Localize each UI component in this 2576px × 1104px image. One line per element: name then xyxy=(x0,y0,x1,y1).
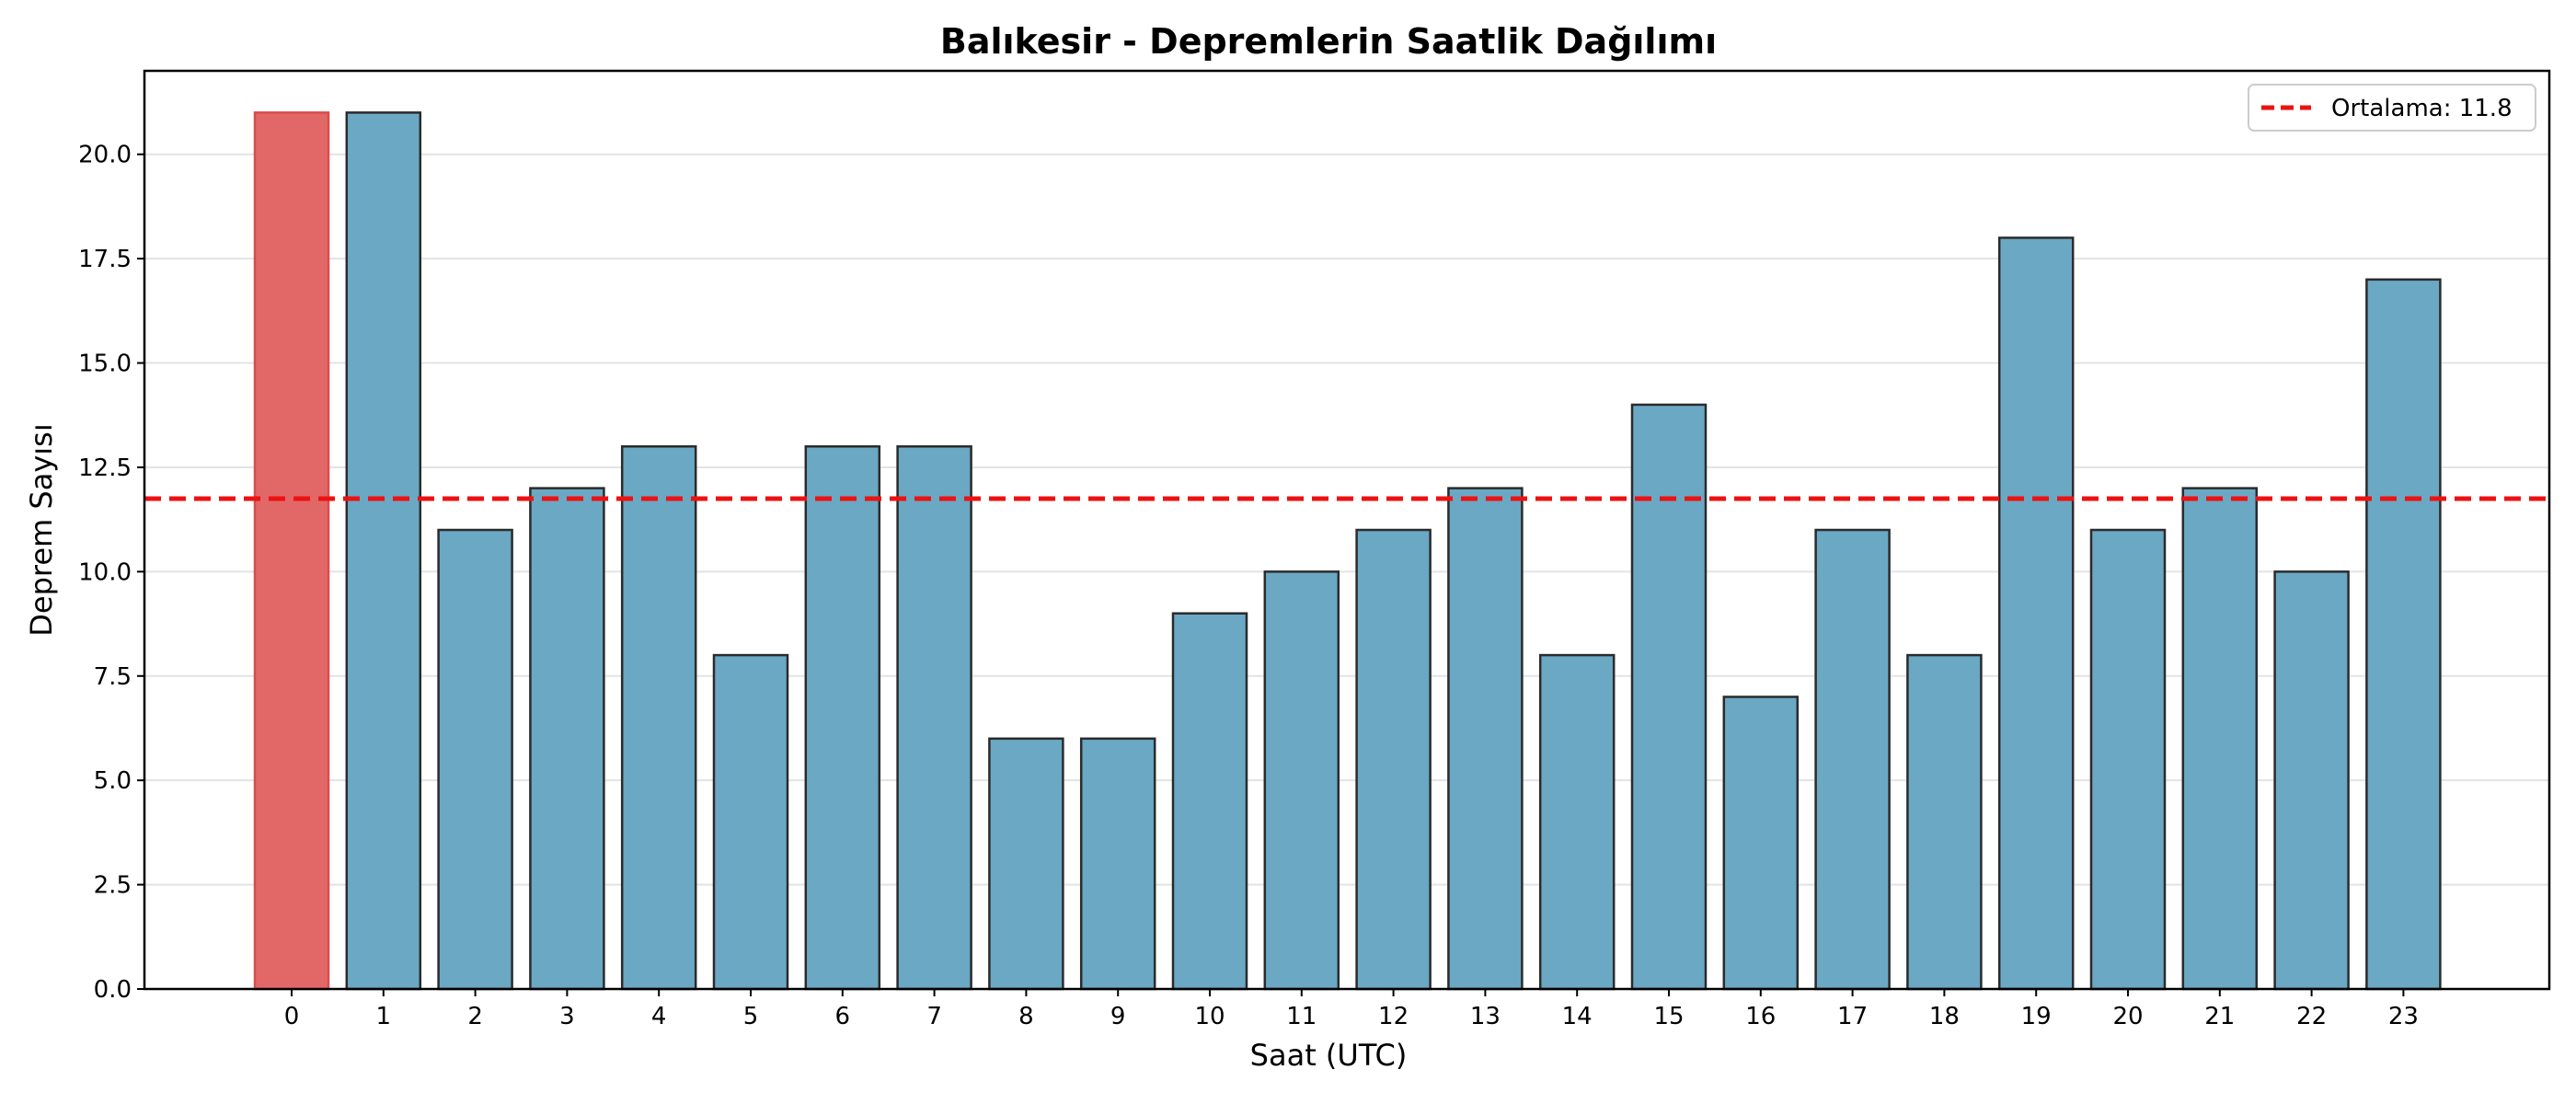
y-tick-label: 0.0 xyxy=(94,976,132,1004)
bar-hour-10 xyxy=(1171,612,1248,991)
x-tick-label: 14 xyxy=(1562,1003,1593,1030)
bar-hour-5 xyxy=(712,653,789,991)
y-tick-label: 10.0 xyxy=(78,558,132,586)
x-tick-labels: 0 1 2 3 4 5 6 7 8 9 10 11 12 13 14 15 16 17 18 19 20 21 22 23 xyxy=(284,989,2419,1030)
bar-hour-0 xyxy=(253,111,330,991)
x-tick-label: 13 xyxy=(1470,1003,1501,1030)
axes xyxy=(143,69,2551,991)
x-tick-label: 1 xyxy=(376,1003,392,1030)
x-tick-label: 22 xyxy=(2296,1003,2327,1030)
x-tick-label: 17 xyxy=(1837,1003,1868,1030)
bar-hour-15 xyxy=(1630,403,1708,991)
bar-hour-13 xyxy=(1447,487,1524,991)
y-tick-label: 15.0 xyxy=(78,351,132,378)
x-tick-label: 11 xyxy=(1286,1003,1317,1030)
x-tick-label: 19 xyxy=(2021,1003,2052,1030)
x-tick-label: 5 xyxy=(743,1003,759,1030)
y-axis-title: Deprem Sayısı xyxy=(24,423,59,636)
bar-hour-12 xyxy=(1355,528,1432,991)
bar-hour-8 xyxy=(988,737,1064,991)
x-tick-label: 21 xyxy=(2204,1003,2235,1030)
bar-hour-18 xyxy=(1906,653,1983,991)
x-tick-label: 9 xyxy=(1110,1003,1126,1030)
bar-hour-2 xyxy=(437,528,513,991)
x-tick-label: 7 xyxy=(926,1003,942,1030)
legend-mean-label: Ortalama: 11.8 xyxy=(2331,95,2513,122)
x-tick-label: 16 xyxy=(1745,1003,1776,1030)
x-tick-label: 12 xyxy=(1378,1003,1409,1030)
y-tick-label: 12.5 xyxy=(78,454,132,482)
y-tick-label: 7.5 xyxy=(94,663,132,691)
x-tick-label: 10 xyxy=(1194,1003,1225,1030)
bar-hour-3 xyxy=(529,487,605,991)
bar-hour-14 xyxy=(1538,653,1616,991)
x-axis-title: Saat (UTC) xyxy=(1250,1038,1408,1073)
legend: Ortalama: 11.8 xyxy=(2248,84,2536,132)
x-tick-label: 4 xyxy=(651,1003,667,1030)
x-tick-label: 18 xyxy=(1929,1003,1960,1030)
plot-frame xyxy=(143,69,2551,991)
bar-hour-7 xyxy=(896,445,972,991)
bar-hour-22 xyxy=(2273,570,2350,991)
chart-title: Balıkesir - Depremlerin Saatlik Dağılımı xyxy=(940,21,1717,62)
x-tick-label: 15 xyxy=(1653,1003,1684,1030)
bar-hour-23 xyxy=(2365,278,2442,991)
bar-hour-17 xyxy=(1814,528,1891,991)
bar-hour-16 xyxy=(1722,696,1800,991)
x-tick-label: 3 xyxy=(559,1003,575,1030)
x-tick-label: 0 xyxy=(284,1003,300,1030)
bar-hour-4 xyxy=(620,445,697,991)
bar-hour-21 xyxy=(2181,487,2259,991)
bars xyxy=(253,111,2442,991)
bar-hour-20 xyxy=(2089,528,2167,991)
bar-hour-9 xyxy=(1079,737,1156,991)
x-tick-label: 20 xyxy=(2112,1003,2143,1030)
y-tick-label: 17.5 xyxy=(78,246,132,273)
y-tick-label: 2.5 xyxy=(94,872,132,900)
bar-hour-6 xyxy=(804,445,881,991)
y-tick-label: 20.0 xyxy=(78,142,132,169)
x-tick-label: 23 xyxy=(2388,1003,2419,1030)
y-tick-label: 5.0 xyxy=(94,767,132,795)
bar-hour-19 xyxy=(1997,236,2075,991)
x-tick-label: 8 xyxy=(1018,1003,1034,1030)
legend-box xyxy=(2248,84,2536,132)
bar-hour-11 xyxy=(1263,570,1340,991)
y-tick-labels: 0.0 2.5 5.0 7.5 10.0 12.5 15.0 17.5 20.0 xyxy=(78,142,144,1004)
x-tick-label: 6 xyxy=(835,1003,851,1030)
bar-hour-1 xyxy=(345,111,422,991)
x-tick-label: 2 xyxy=(467,1003,483,1030)
